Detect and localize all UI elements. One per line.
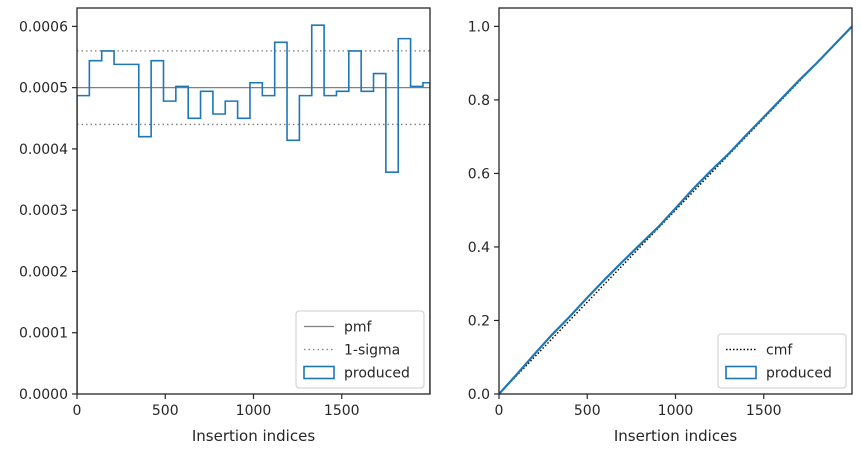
- x-tick-label: 500: [152, 403, 179, 419]
- x-tick-label: 1500: [746, 403, 782, 419]
- y-tick-label: 0.0006: [19, 19, 68, 35]
- series-produced-step: [77, 24, 430, 394]
- y-tick-label: 0.8: [468, 93, 490, 109]
- chart-panel-2: 0 500 1000 1500 0.0 0.2 0.4 0.6 0.8 1.0 Insertion …: [468, 7, 853, 445]
- series-produced-line: [499, 25, 852, 394]
- legend-box: [717, 333, 847, 389]
- legend: pmf 1-sigma produced: [295, 310, 425, 389]
- chart-panel-1: 0 500 1000 1500 0.0000 0.0001 0.0002 0.0003 0.00…: [19, 7, 431, 445]
- x-tick-label: 1000: [236, 403, 272, 419]
- legend-label-1-sigma: 1-sigma: [344, 343, 400, 359]
- x-axis-label: Insertion indices: [192, 427, 315, 445]
- y-tick-label: 0.0002: [19, 264, 68, 280]
- y-tick-label: 0.0003: [19, 203, 68, 219]
- y-tick-label: 0.0000: [19, 387, 68, 403]
- x-tick-label: 0: [73, 403, 82, 419]
- legend-label-produced: produced: [344, 366, 410, 382]
- y-tick-label: 0.2: [468, 313, 490, 329]
- legend-label-produced: produced: [766, 366, 832, 382]
- y-tick-label: 0.0005: [19, 81, 68, 97]
- x-tick-label: 1000: [658, 403, 694, 419]
- legend-label-cmf: cmf: [766, 343, 793, 359]
- plot-area: [499, 25, 852, 394]
- legend-swatch-produced: [725, 365, 757, 380]
- legend: cmf produced: [717, 333, 847, 389]
- y-tick-label: 0.0001: [19, 326, 68, 342]
- y-tick-label: 0.4: [468, 240, 490, 256]
- x-tick-label: 1500: [324, 403, 360, 419]
- x-axis-label: Insertion indices: [614, 427, 737, 445]
- x-tick-label: 500: [574, 403, 601, 419]
- y-tick-label: 1.0: [468, 19, 490, 35]
- legend-swatch-produced: [303, 365, 335, 380]
- y-tick-label: 0.6: [468, 166, 490, 182]
- legend-label-pmf: pmf: [344, 320, 373, 336]
- x-tick-label: 0: [495, 403, 504, 419]
- plot-area: [77, 24, 430, 394]
- y-tick-label: 0.0: [468, 387, 490, 403]
- legend-box: [295, 310, 425, 389]
- y-tick-label: 0.0004: [19, 142, 68, 158]
